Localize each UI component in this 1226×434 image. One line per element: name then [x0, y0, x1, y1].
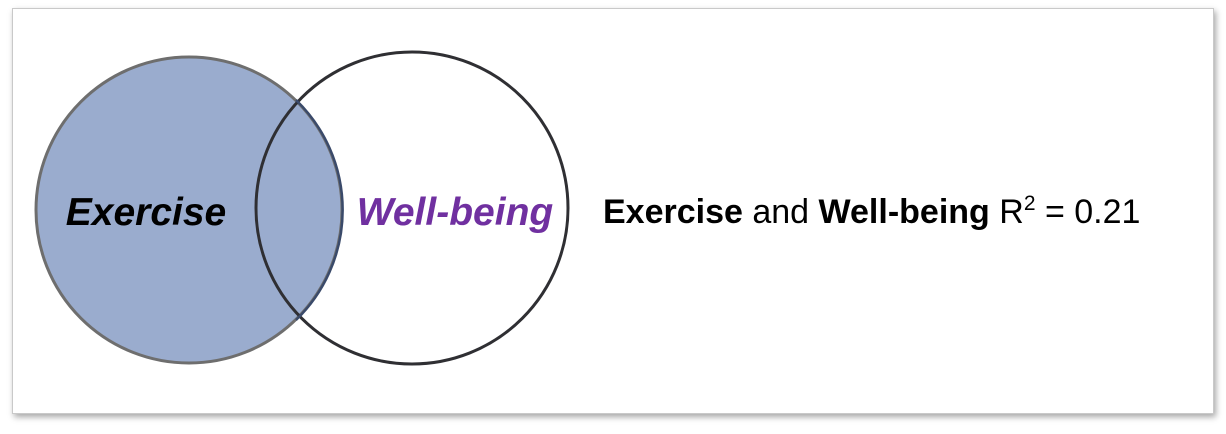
caption-term-well-being: Well-being: [818, 193, 990, 231]
r-squared-symbol: R2: [999, 192, 1036, 231]
well-being-label: Well-being: [357, 191, 554, 234]
caption-term-exercise: Exercise: [603, 193, 743, 231]
correlation-caption: Exercise and Well-being R2 = 0.21: [603, 190, 1140, 234]
r-squared-exponent: 2: [1023, 192, 1036, 215]
r-squared-value: = 0.21: [1044, 193, 1141, 231]
caption-connector: and: [752, 193, 810, 231]
overlap-boundary-arc: [295, 99, 344, 321]
exercise-label: Exercise: [66, 191, 226, 234]
well-being-circle: [254, 50, 570, 366]
